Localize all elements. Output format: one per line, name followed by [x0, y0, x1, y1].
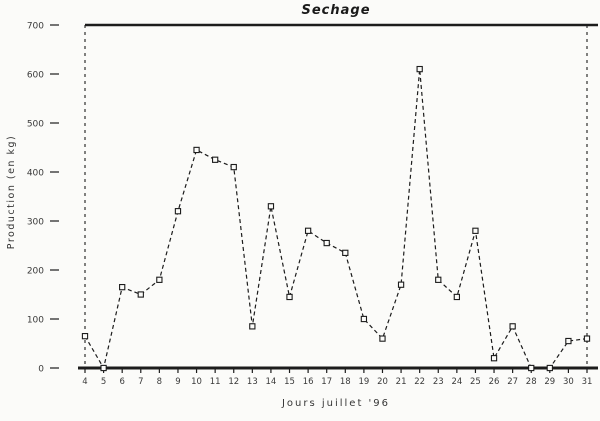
x-tick-label: 24	[451, 377, 462, 387]
x-tick-label: 27	[507, 377, 518, 387]
x-tick-label: 8	[157, 377, 162, 387]
data-point-marker	[565, 337, 572, 345]
x-tick-label: 11	[210, 377, 221, 387]
x-tick-label: 5	[101, 377, 106, 387]
y-tick-label: 100	[27, 316, 44, 326]
x-tick-label: 14	[266, 377, 277, 387]
data-point-marker	[323, 239, 330, 247]
data-point-marker	[267, 203, 275, 210]
x-tick-label: 9	[175, 377, 180, 387]
x-tick-label: 10	[191, 377, 202, 387]
x-tick-label: 20	[377, 377, 388, 387]
data-point-marker	[174, 208, 182, 215]
x-tick-label: 21	[396, 377, 407, 387]
data-point-marker	[583, 335, 591, 342]
data-point-marker	[416, 65, 423, 73]
x-tick-label: 13	[247, 377, 258, 387]
x-tick-label: 4	[82, 377, 87, 387]
data-point-marker	[249, 323, 256, 330]
x-tick-label: 7	[138, 377, 143, 387]
data-point-marker	[490, 355, 498, 362]
data-point-marker	[304, 227, 312, 234]
production-line	[84, 69, 588, 370]
x-tick-label: 12	[228, 377, 239, 387]
x-tick-label: 26	[489, 377, 500, 387]
data-point-marker	[509, 323, 516, 330]
data-point-marker	[342, 249, 349, 256]
x-tick-label: 23	[433, 377, 444, 387]
data-point-marker	[100, 364, 107, 372]
data-point-marker	[137, 291, 144, 298]
x-axis-title: Jours juillet '96	[281, 398, 391, 409]
data-point-marker	[397, 281, 405, 288]
x-tick-label: 6	[119, 377, 124, 387]
x-tick-label: 28	[526, 377, 537, 387]
data-point-marker	[211, 156, 219, 163]
y-tick-label: 600	[27, 71, 44, 81]
data-point-marker	[379, 335, 386, 342]
data-point-marker	[156, 276, 163, 283]
x-tick-label: 16	[303, 377, 314, 387]
y-tick-label: 700	[27, 22, 44, 32]
data-point-marker	[528, 364, 535, 372]
y-tick-label: 400	[27, 169, 44, 179]
data-point-marker	[546, 364, 553, 372]
data-point-marker	[453, 293, 461, 301]
y-tick-label: 200	[27, 267, 44, 277]
x-tick-label: 15	[284, 377, 295, 387]
data-point-marker	[193, 146, 200, 154]
x-tick-label: 31	[582, 377, 593, 387]
y-tick-label: 300	[27, 218, 44, 228]
data-point-marker	[81, 332, 89, 340]
data-point-marker	[286, 293, 293, 301]
data-point-marker	[472, 227, 479, 234]
data-point-marker	[435, 276, 442, 283]
x-tick-label: 29	[544, 377, 555, 387]
x-tick-label: 30	[563, 377, 574, 387]
x-tick-label: 19	[358, 377, 369, 387]
data-point-marker	[119, 283, 126, 291]
chart-title: Sechage	[301, 3, 371, 18]
y-tick-label: 500	[27, 120, 44, 130]
data-point-marker	[230, 163, 237, 171]
x-tick-label: 18	[340, 377, 351, 387]
y-axis-title: Production (en kg)	[6, 134, 17, 250]
x-tick-label: 22	[414, 377, 425, 387]
x-tick-label: 25	[470, 377, 481, 387]
data-point-marker	[360, 315, 368, 323]
x-tick-label: 17	[321, 377, 332, 387]
y-tick-label: 0	[38, 365, 44, 375]
